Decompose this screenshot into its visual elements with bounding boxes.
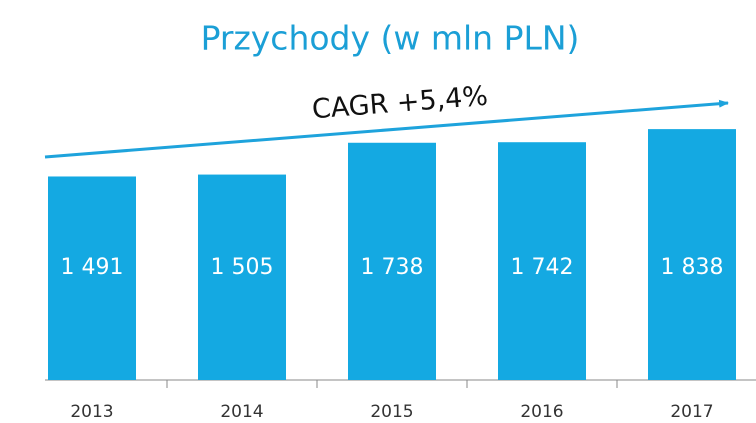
value-label: 1 838 — [661, 255, 724, 280]
bar — [498, 142, 586, 380]
value-label: 1 738 — [361, 255, 424, 280]
x-tick-label: 2014 — [220, 402, 263, 422]
cagr-annotation: CAGR +5,4% — [311, 81, 489, 126]
value-label: 1 491 — [61, 255, 124, 280]
bar — [348, 142, 436, 380]
x-tick-label: 2016 — [520, 402, 563, 422]
value-label: 1 505 — [211, 255, 274, 280]
x-tick-label: 2015 — [370, 402, 413, 422]
cagr-arrow — [44, 99, 729, 159]
chart-title: Przychody (w mln PLN) — [201, 19, 580, 58]
x-tick-label: 2017 — [670, 402, 713, 422]
bar — [648, 129, 736, 380]
bar — [198, 174, 286, 380]
value-label: 1 742 — [511, 255, 574, 280]
x-tick-label: 2013 — [70, 402, 113, 422]
bar — [48, 176, 136, 380]
